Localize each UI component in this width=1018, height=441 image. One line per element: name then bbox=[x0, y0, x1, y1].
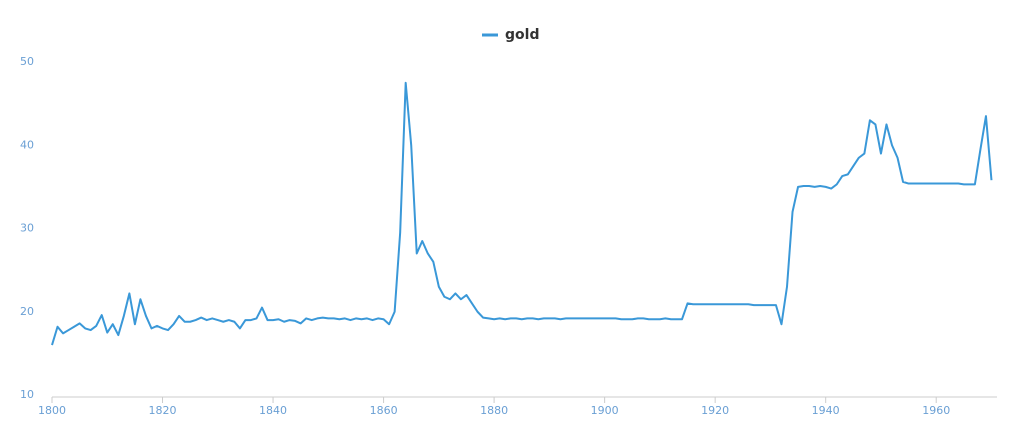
legend-label[interactable]: gold bbox=[505, 27, 539, 43]
x-tick-label: 1880 bbox=[480, 404, 508, 417]
x-tick-label: 1860 bbox=[370, 404, 398, 417]
x-tick-label: 1920 bbox=[701, 404, 729, 417]
y-tick-label: 20 bbox=[20, 305, 34, 318]
x-tick-label: 1800 bbox=[38, 404, 66, 417]
y-tick-label: 30 bbox=[20, 222, 34, 235]
x-tick-label: 1820 bbox=[149, 404, 177, 417]
x-tick-label: 1840 bbox=[259, 404, 287, 417]
x-tick-label: 1960 bbox=[922, 404, 950, 417]
x-tick-label: 1940 bbox=[812, 404, 840, 417]
y-tick-label: 50 bbox=[20, 55, 34, 68]
data-line bbox=[51, 81, 993, 346]
y-tick-label: 10 bbox=[20, 388, 34, 401]
x-tick-label: 1900 bbox=[591, 404, 619, 417]
y-tick-label: 40 bbox=[20, 138, 34, 151]
